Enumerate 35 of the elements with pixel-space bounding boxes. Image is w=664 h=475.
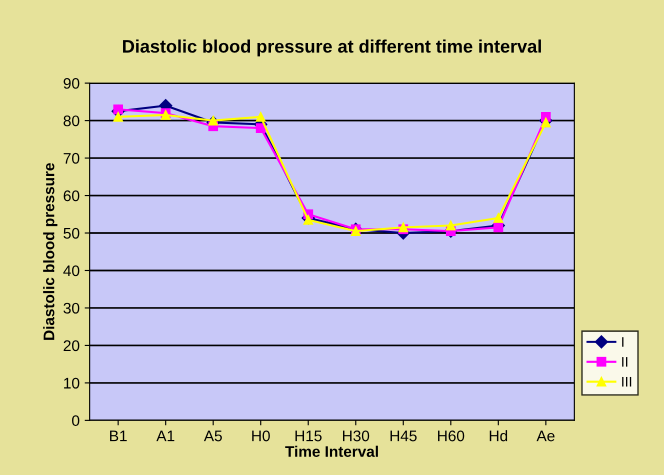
y-axis-title: Diastolic blood pressure — [43, 163, 58, 340]
point — [303, 215, 314, 225]
x-tick-label: B1 — [110, 430, 127, 442]
x-tick-label: H30 — [343, 430, 370, 442]
point — [113, 112, 124, 122]
legend-label: III — [622, 376, 632, 387]
x-tick-label: H0 — [252, 430, 270, 442]
legend-label: I — [622, 337, 624, 347]
x-tick-label: H15 — [295, 430, 322, 442]
point — [493, 213, 504, 223]
y-tick-label: 40 — [63, 265, 80, 276]
x-tick-label: A1 — [156, 430, 174, 442]
legend-label: II — [622, 357, 628, 367]
y-tick-label: 10 — [64, 378, 80, 389]
y-tick-label: 80 — [64, 115, 80, 126]
point — [493, 222, 504, 232]
chart-title: Diastolic blood pressure at different time interval — [123, 39, 541, 56]
x-tick-label: Hd — [490, 430, 508, 442]
point — [208, 116, 218, 126]
y-tick-label: 30 — [64, 302, 80, 314]
point — [446, 220, 456, 230]
x-tick-label: Ae — [536, 430, 555, 442]
point — [540, 118, 551, 128]
y-tick-label: 70 — [64, 152, 80, 164]
y-tick-label: 50 — [64, 228, 80, 239]
x-tick-label: H45 — [390, 430, 417, 442]
x-axis-title: Time Interval — [285, 446, 378, 457]
y-tick-label: 90 — [64, 78, 80, 89]
y-tick-label: 20 — [64, 340, 80, 352]
x-tick-label: A5 — [204, 430, 222, 442]
point — [256, 112, 266, 122]
point — [256, 123, 266, 133]
y-tick-label: 0 — [72, 415, 80, 426]
y-tick-label: 60 — [64, 190, 80, 202]
x-tick-label: H60 — [438, 430, 464, 442]
